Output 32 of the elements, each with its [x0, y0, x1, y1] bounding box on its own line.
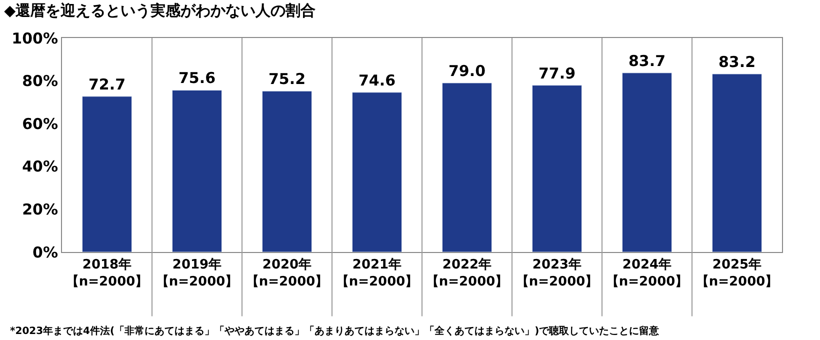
data-label: 72.7 [88, 75, 126, 94]
x-tick-label: 2021年【n=2000】 [336, 258, 418, 290]
x-tick-label: 2025年【n=2000】 [696, 258, 778, 290]
data-label: 79.0 [448, 62, 486, 80]
bar [532, 85, 582, 252]
bar [712, 74, 762, 252]
bar [442, 82, 492, 252]
y-tick-label: 0% [32, 243, 58, 262]
data-label: 83.2 [718, 52, 756, 71]
bar [262, 90, 312, 252]
y-tick-label: 40% [22, 158, 58, 176]
y-tick-label: 100% [12, 29, 58, 48]
bar [82, 96, 132, 252]
chart-title: ◆還暦を迎えるという実感がわかない人の割合 [4, 2, 316, 20]
y-tick-label: 20% [22, 200, 58, 218]
data-label: 83.7 [628, 52, 666, 70]
x-tick-label: 2022年【n=2000】 [426, 258, 508, 290]
bar [172, 90, 222, 252]
bar [352, 92, 402, 252]
x-tick-label: 2023年【n=2000】 [516, 258, 598, 290]
data-label: 77.9 [538, 64, 576, 82]
x-tick-label: 2019年【n=2000】 [156, 258, 238, 290]
x-tick-label: 2020年【n=2000】 [246, 258, 328, 290]
data-label: 75.2 [268, 70, 306, 88]
bar [622, 72, 672, 252]
y-tick-label: 60% [22, 114, 58, 133]
y-tick-label: 80% [22, 72, 58, 90]
x-tick-label: 2024年【n=2000】 [606, 258, 688, 290]
data-label: 75.6 [178, 69, 216, 88]
x-tick-label: 2018年【n=2000】 [66, 258, 148, 290]
text: *2023年までは4件法(「非常にあてはまる」「ややあてはまる」「あまりあてはまらない」「全くあてはまらない」)で聴取していたことに留意 [10, 325, 660, 337]
data-label: 74.6 [358, 71, 396, 90]
